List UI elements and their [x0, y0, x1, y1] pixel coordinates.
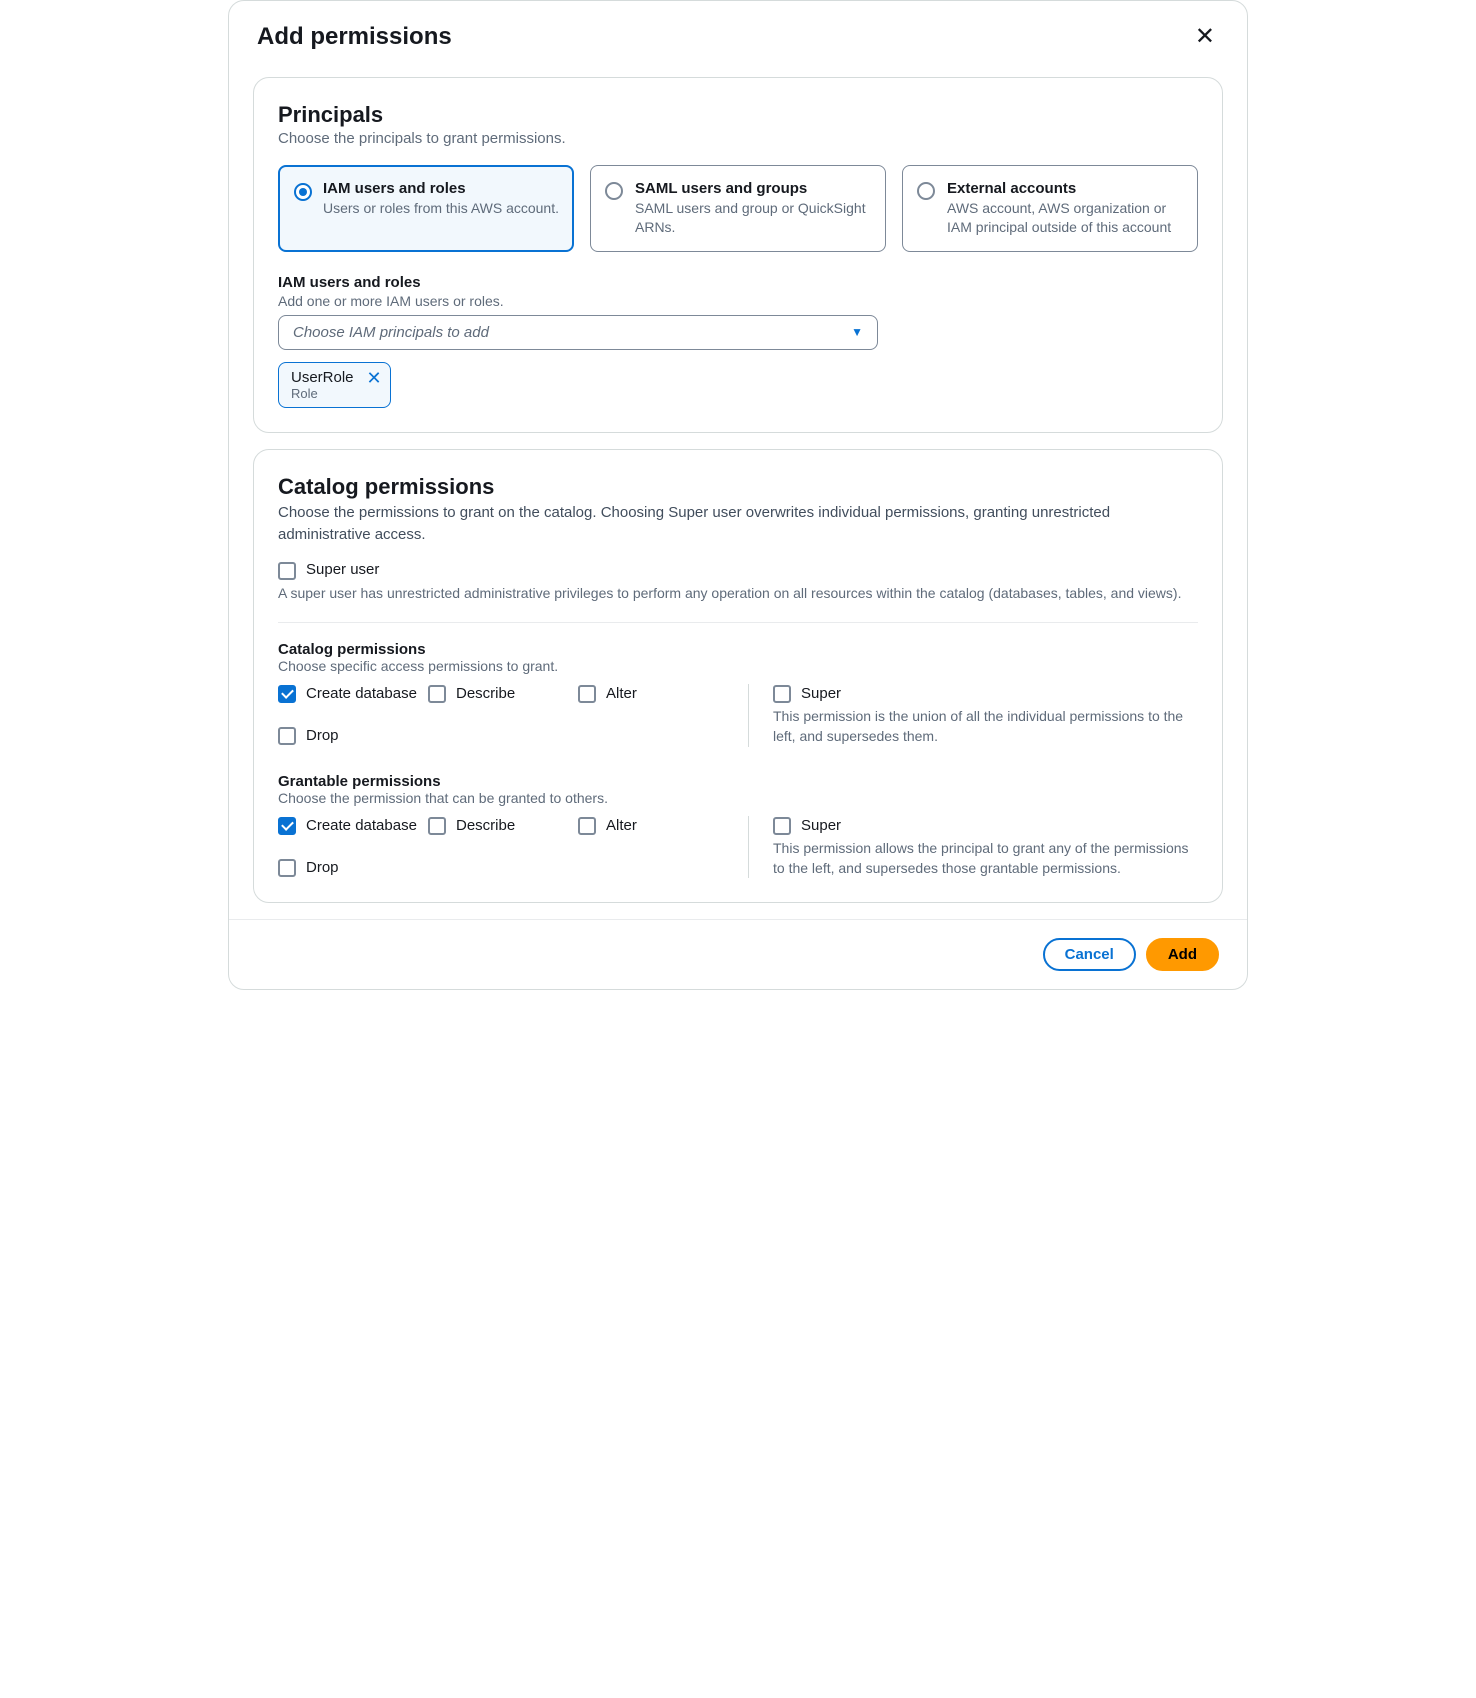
radio-card-title: IAM users and roles	[323, 180, 559, 197]
token-remove-icon[interactable]: ✕	[366, 369, 381, 387]
catalog-perm-split: Create database Describe Alter Drop	[278, 684, 1198, 747]
principals-heading: Principals	[278, 102, 1198, 128]
grant-super: Super	[773, 816, 1198, 836]
grant-alter: Alter	[578, 816, 728, 836]
checkbox-grant-drop[interactable]	[278, 859, 296, 877]
perm-name: Drop	[306, 726, 339, 746]
radio-icon	[605, 182, 623, 200]
radio-card-title: External accounts	[947, 180, 1183, 197]
perm-name: Alter	[606, 684, 637, 704]
perm-name: Describe	[456, 684, 515, 704]
catalog-heading: Catalog permissions	[278, 474, 1198, 500]
principal-token-userrole: UserRole Role ✕	[278, 362, 391, 408]
super-user-row: Super user	[278, 561, 1198, 580]
select-placeholder: Choose IAM principals to add	[293, 324, 489, 341]
radio-card-desc: AWS account, AWS organization or IAM pri…	[947, 199, 1183, 237]
checkbox-create-database[interactable]	[278, 685, 296, 703]
checkbox-super[interactable]	[773, 685, 791, 703]
add-permissions-modal: Add permissions ✕ Principals Choose the …	[228, 0, 1248, 990]
grantable-perm-left: Create database Describe Alter Drop	[278, 816, 748, 879]
radio-iam-users-roles[interactable]: IAM users and roles Users or roles from …	[278, 165, 574, 252]
grantable-perm-sub: Choose the permission that can be grante…	[278, 790, 1198, 806]
checkbox-drop[interactable]	[278, 727, 296, 745]
perm-super-desc: This permission is the union of all the …	[773, 707, 1198, 746]
perm-create-database: Create database	[278, 684, 428, 704]
perm-name: Create database	[306, 684, 417, 704]
iam-selector-sublabel: Add one or more IAM users or roles.	[278, 293, 1198, 309]
token-type: Role	[291, 386, 354, 401]
checkbox-grant-super[interactable]	[773, 817, 791, 835]
super-user-checkbox[interactable]	[278, 562, 296, 580]
principal-type-radio-group: IAM users and roles Users or roles from …	[278, 165, 1198, 252]
principals-description: Choose the principals to grant permissio…	[278, 130, 1198, 147]
radio-external-accounts[interactable]: External accounts AWS account, AWS organ…	[902, 165, 1198, 252]
checkbox-grant-describe[interactable]	[428, 817, 446, 835]
super-user-desc: A super user has unrestricted administra…	[278, 584, 1198, 604]
perm-name: Drop	[306, 858, 339, 878]
grant-super-desc: This permission allows the principal to …	[773, 839, 1198, 878]
catalog-perm-sub: Choose specific access permissions to gr…	[278, 658, 1198, 674]
catalog-perm-left: Create database Describe Alter Drop	[278, 684, 748, 747]
perm-name: Super	[801, 684, 841, 704]
catalog-perm-block: Catalog permissions Choose specific acce…	[278, 641, 1198, 747]
perm-name: Super	[801, 816, 841, 836]
iam-selector-label: IAM users and roles	[278, 274, 1198, 291]
divider	[278, 622, 1198, 623]
grant-describe: Describe	[428, 816, 578, 836]
perm-drop: Drop	[278, 726, 428, 746]
grantable-perm-split: Create database Describe Alter Drop	[278, 816, 1198, 879]
grant-drop: Drop	[278, 858, 428, 878]
perm-name: Create database	[306, 816, 417, 836]
radio-saml-users-groups[interactable]: SAML users and groups SAML users and gro…	[590, 165, 886, 252]
radio-icon	[294, 183, 312, 201]
grantable-perm-right: Super This permission allows the princip…	[748, 816, 1198, 879]
perm-describe: Describe	[428, 684, 578, 704]
perm-alter: Alter	[578, 684, 728, 704]
super-user-label: Super user	[306, 561, 379, 578]
iam-principals-select[interactable]: Choose IAM principals to add ▼	[278, 315, 878, 350]
radio-icon	[917, 182, 935, 200]
modal-title: Add permissions	[257, 23, 452, 51]
catalog-description: Choose the permissions to grant on the c…	[278, 502, 1198, 546]
perm-name: Alter	[606, 816, 637, 836]
perm-name: Describe	[456, 816, 515, 836]
chevron-down-icon: ▼	[851, 325, 863, 339]
checkbox-describe[interactable]	[428, 685, 446, 703]
checkbox-alter[interactable]	[578, 685, 596, 703]
checkbox-grant-create-database[interactable]	[278, 817, 296, 835]
modal-header: Add permissions ✕	[229, 1, 1247, 61]
radio-card-title: SAML users and groups	[635, 180, 871, 197]
radio-card-desc: SAML users and group or QuickSight ARNs.	[635, 199, 871, 237]
token-label: UserRole	[291, 369, 354, 386]
perm-super: Super	[773, 684, 1198, 704]
close-icon[interactable]: ✕	[1191, 21, 1219, 53]
catalog-perm-heading: Catalog permissions	[278, 641, 1198, 658]
cancel-button[interactable]: Cancel	[1043, 938, 1136, 971]
catalog-perm-right: Super This permission is the union of al…	[748, 684, 1198, 747]
modal-footer: Cancel Add	[229, 919, 1247, 989]
radio-card-desc: Users or roles from this AWS account.	[323, 199, 559, 218]
checkbox-grant-alter[interactable]	[578, 817, 596, 835]
grant-create-database: Create database	[278, 816, 428, 836]
grantable-perm-block: Grantable permissions Choose the permiss…	[278, 773, 1198, 879]
principals-panel: Principals Choose the principals to gran…	[253, 77, 1223, 433]
grantable-perm-heading: Grantable permissions	[278, 773, 1198, 790]
add-button[interactable]: Add	[1146, 938, 1219, 971]
catalog-permissions-panel: Catalog permissions Choose the permissio…	[253, 449, 1223, 903]
